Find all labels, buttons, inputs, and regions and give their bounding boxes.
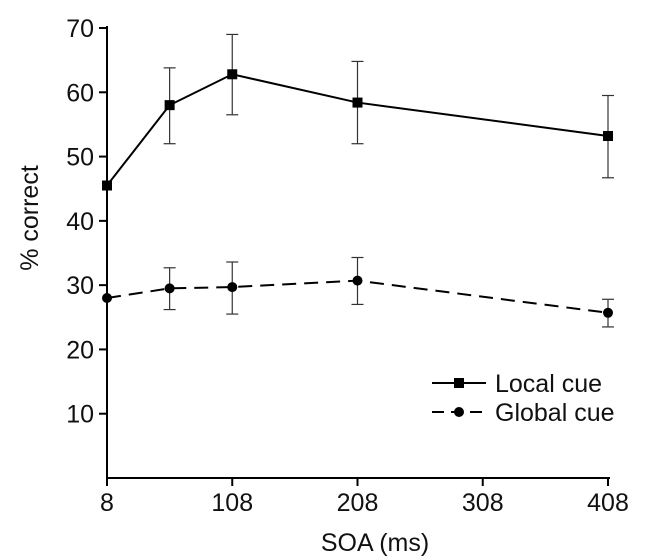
series-global-cue (102, 256, 614, 328)
data-point (603, 131, 613, 141)
x-tick-label: 8 (100, 489, 114, 517)
x-tick-label: 408 (587, 489, 629, 517)
legend-label: Local cue (495, 370, 602, 398)
data-point (164, 283, 175, 294)
data-point (227, 69, 238, 80)
y-tick-label: 60 (66, 79, 94, 107)
series-line (106, 279, 609, 314)
data-point (164, 100, 175, 111)
data-point (102, 293, 112, 303)
data-point (603, 307, 613, 318)
y-tick-label: 10 (66, 401, 94, 429)
x-axis-title: SOA (ms) (321, 529, 429, 557)
plot-series (102, 33, 614, 328)
x-tick-label: 108 (211, 489, 253, 517)
x-tick-label: 208 (337, 489, 379, 517)
y-tick-label: 50 (66, 144, 94, 172)
legend-marker (454, 378, 464, 388)
legend-label: Global cue (495, 399, 615, 427)
legend-marker (454, 407, 464, 417)
axes: 10 20 30 40 50 60 70 8 108 208 308 408 (66, 15, 629, 517)
x-tick-label: 308 (462, 489, 504, 517)
y-tick-label: 70 (66, 15, 94, 43)
data-point (227, 282, 238, 293)
y-tick-label: 30 (66, 272, 94, 300)
series-local-cue (102, 33, 614, 191)
y-tick-label: 20 (66, 336, 94, 364)
data-point (102, 180, 112, 191)
y-axis-title: % correct (16, 165, 44, 271)
data-point (352, 97, 363, 108)
y-tick-label: 40 (66, 208, 94, 236)
data-point (352, 275, 363, 286)
